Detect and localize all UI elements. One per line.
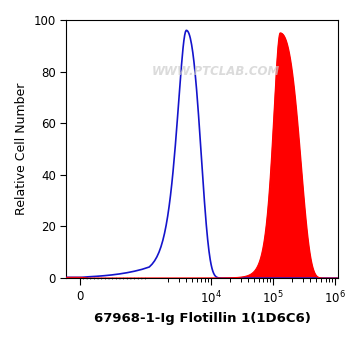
Y-axis label: Relative Cell Number: Relative Cell Number: [15, 83, 28, 215]
Text: WWW.PTCLAB.COM: WWW.PTCLAB.COM: [151, 65, 280, 78]
Text: 67968-1-Ig Flotillin 1(1D6C6): 67968-1-Ig Flotillin 1(1D6C6): [93, 312, 310, 325]
